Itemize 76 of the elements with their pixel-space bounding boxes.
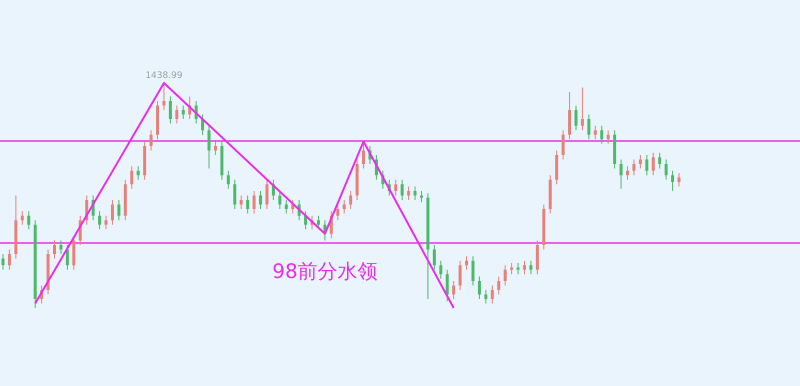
candlestick [420, 190, 423, 203]
candlestick [98, 210, 102, 230]
candlestick [407, 186, 410, 200]
candlestick [658, 152, 662, 169]
candlestick [175, 105, 178, 124]
candlestick [8, 249, 11, 270]
candlestick [284, 200, 288, 214]
candlestick [432, 244, 436, 270]
candlestick [259, 190, 262, 210]
candlestick [574, 105, 578, 131]
candlestick [66, 244, 69, 270]
candlestick [240, 195, 243, 210]
candlestick [510, 262, 514, 275]
candlestick [580, 87, 584, 131]
candlestick [336, 204, 340, 221]
candlestick [626, 166, 629, 180]
candlestick [594, 125, 597, 140]
candlestick [304, 210, 308, 230]
candlestick [446, 269, 449, 302]
candlestick [27, 210, 30, 230]
candlestick [162, 82, 166, 110]
candlestick [562, 130, 565, 160]
candlestick [606, 130, 610, 144]
candlestick [117, 200, 120, 221]
candlestick [400, 179, 404, 200]
candlestick [664, 159, 668, 180]
candlestick [652, 152, 655, 176]
candlestick [104, 215, 108, 230]
candlestick [394, 179, 398, 196]
candlestick [471, 256, 474, 286]
candlestick [638, 154, 642, 169]
candlestick [2, 254, 4, 270]
candlestick [53, 240, 56, 259]
candlestick [342, 200, 346, 214]
candlestick [208, 125, 211, 169]
text: 1438.99 [145, 71, 183, 81]
candlestick [150, 130, 153, 151]
candlestick [214, 141, 217, 156]
candlestick [201, 114, 204, 136]
candlestick [130, 166, 134, 190]
candlestick [252, 190, 256, 214]
candlestick [620, 159, 623, 190]
candlestick [587, 114, 590, 140]
candlestick [168, 96, 172, 124]
candlestick [246, 195, 250, 214]
candlestick [458, 260, 462, 290]
candlestick [110, 200, 114, 226]
candlestick [478, 276, 481, 300]
annotation: 98前分水领 [272, 259, 378, 283]
candlestick [516, 262, 520, 275]
candlestick [465, 256, 468, 270]
candlestick [349, 190, 352, 210]
candlestick [522, 260, 526, 275]
candlestick [316, 215, 320, 230]
candlestick [136, 166, 140, 180]
candlestick [678, 172, 680, 187]
candlestick [645, 154, 648, 176]
candlestick [59, 240, 62, 254]
candlestick [439, 260, 442, 280]
candlestick [265, 179, 268, 210]
candlestick [233, 179, 236, 210]
candlestick [504, 264, 507, 286]
candlestick [490, 285, 494, 304]
candlestick [362, 141, 366, 169]
candlestick [484, 290, 488, 304]
candlestick [632, 159, 636, 176]
candlestick [529, 260, 532, 275]
candlestick [414, 186, 417, 200]
candlestick [497, 276, 500, 295]
candlestick [671, 170, 674, 192]
candlestick [452, 280, 456, 300]
candlestick [278, 190, 282, 210]
candlestick [20, 210, 24, 226]
candlestick [226, 170, 230, 190]
candlestick [182, 105, 185, 120]
candlestick [600, 125, 604, 144]
